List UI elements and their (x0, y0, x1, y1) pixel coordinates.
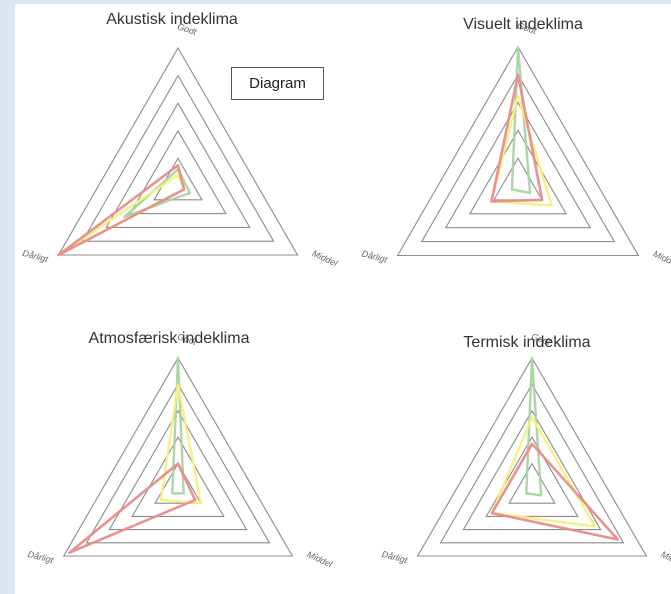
grid-ring (420, 73, 616, 243)
series-green (510, 45, 532, 195)
series-yellow (57, 173, 186, 257)
grid-ring (439, 383, 625, 544)
series-red (68, 462, 197, 555)
axis-label-darligt: Dårligt (27, 549, 55, 566)
grid-ring (85, 383, 271, 544)
axis-label-middel: Middel (652, 249, 671, 270)
grid-ring (105, 102, 251, 228)
chart-title-atmosfaerisk: Atmosfærisk indeklima (88, 330, 250, 347)
grid-ring (444, 101, 592, 229)
grid-ring (81, 74, 275, 242)
chart-title-akustisk: Akustisk indeklima (106, 11, 238, 28)
grid-ring (485, 436, 579, 517)
grid-ring (462, 409, 602, 531)
series-yellow (490, 416, 597, 528)
axis-label-darligt: Dårligt (21, 248, 49, 265)
grid-ring (416, 356, 648, 557)
grid-ring (57, 46, 299, 256)
grid-ring (108, 409, 248, 531)
chart-title-termisk: Termisk indeklima (463, 334, 591, 351)
axis-label-darligt: Dårligt (381, 549, 409, 566)
grid-ring (62, 356, 294, 557)
diagram-badge: Diagram (231, 67, 324, 100)
series-yellow (490, 94, 553, 207)
axis-label-middel: Middel (311, 248, 340, 269)
chart-canvas: Godt Middel Dårligt Godt Middel Dårligt Godt Mi… (15, 4, 671, 594)
chart-title-visuelt: Visuelt indeklima (463, 16, 583, 33)
series-green (171, 356, 185, 495)
radar-charts-svg: GodtMiddelDårligtGodtMiddelDårligtGodtMi… (21, 20, 671, 569)
grid-ring (396, 45, 640, 257)
series-yellow (159, 383, 203, 505)
series-red (490, 73, 544, 203)
axis-label-darligt: Dårligt (361, 248, 389, 265)
grid-ring (131, 436, 225, 517)
axis-label-middel: Middel (305, 549, 334, 570)
grid-ring (508, 462, 556, 504)
grid-ring (154, 462, 202, 504)
grid-ring (129, 129, 227, 215)
series-red (490, 442, 620, 541)
axis-label-middel: Middel (659, 549, 671, 570)
series-red (57, 164, 186, 257)
